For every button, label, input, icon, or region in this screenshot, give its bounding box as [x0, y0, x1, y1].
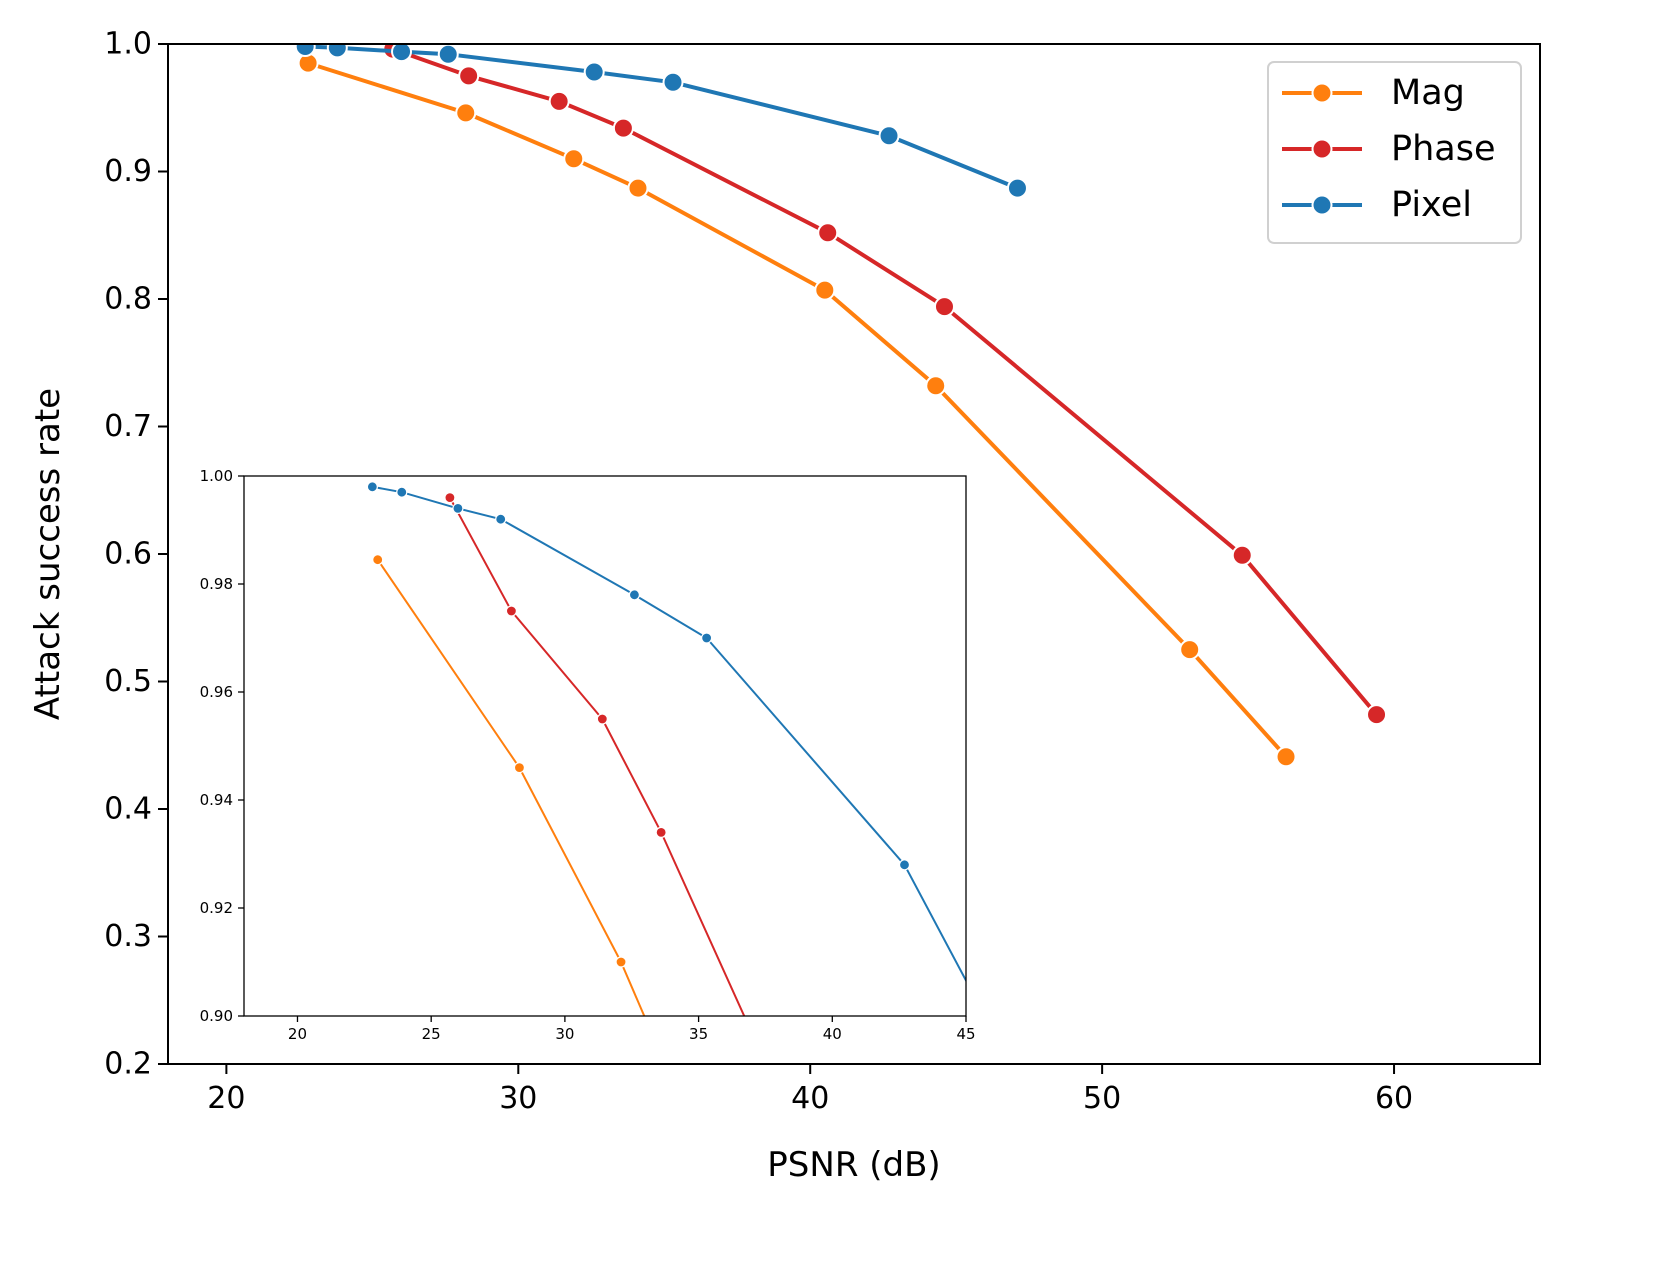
main-point-pixel — [662, 71, 684, 93]
main-point-pixel — [437, 44, 459, 65]
main-point-mag — [1179, 639, 1201, 661]
inset-point-pixel — [366, 481, 378, 493]
main-x-tick-label: 40 — [791, 1081, 829, 1116]
main-point-pixel — [391, 44, 413, 63]
main-point-phase — [933, 296, 955, 318]
main-y-tick-label: 0.6 — [104, 537, 152, 572]
legend-marker-pixel — [1311, 194, 1333, 216]
inset-point-phase — [655, 826, 667, 839]
inset-point-pixel — [396, 486, 408, 498]
main-y-tick-label: 0.4 — [104, 792, 152, 827]
inset-x-tick-label: 40 — [823, 1025, 842, 1043]
legend-marker-phase — [1311, 138, 1333, 160]
legend-label-mag: Mag — [1391, 73, 1465, 113]
main-point-mag — [627, 177, 649, 199]
main-series-line-mag — [306, 61, 1288, 759]
main-y-tick-label: 0.3 — [104, 919, 152, 954]
main-x-tick-label: 60 — [1375, 1081, 1413, 1116]
main-x-tick-label: 50 — [1083, 1081, 1121, 1116]
inset-y-tick-label: 0.98 — [200, 575, 233, 593]
inset-y-tick-label: 0.90 — [200, 1007, 233, 1025]
inset-point-mag — [615, 956, 627, 968]
inset-y-tick-label: 1.00 — [200, 467, 233, 485]
inset-point-mag — [372, 554, 384, 566]
main-point-mag — [563, 148, 585, 170]
inset-point-pixel — [898, 859, 911, 871]
x-axis-label: PSNR (dB) — [767, 1145, 940, 1185]
main-point-mag — [814, 279, 836, 301]
main-point-phase — [458, 65, 480, 87]
main-point-phase — [548, 90, 570, 112]
inset-series-line-mag — [376, 558, 646, 1016]
inset-x-tick-label: 30 — [555, 1025, 574, 1043]
inset-series-group — [366, 481, 1027, 1091]
inset-point-phase — [596, 713, 608, 725]
inset-point-pixel — [628, 589, 641, 601]
inset-point-pixel — [701, 632, 713, 644]
main-point-mag — [925, 375, 947, 397]
inset-point-pixel — [495, 513, 507, 525]
inset-plot: 20 25 30 35 40 45 0.90 0.92 0.94 0.96 0.98 1.00 — [200, 467, 1027, 1091]
main-point-mag — [455, 102, 477, 124]
main-point-pixel — [583, 61, 605, 83]
main-point-phase — [1231, 544, 1253, 566]
inset-point-pixel — [452, 502, 464, 514]
main-x-tick-label: 20 — [207, 1081, 245, 1116]
inset-x-tick-label: 20 — [288, 1025, 307, 1043]
main-y-tick-label: 0.8 — [104, 282, 152, 317]
inset-x-tick-label: 25 — [422, 1025, 441, 1043]
main-series-line-phase — [390, 47, 1379, 717]
main-series-group — [294, 44, 1388, 768]
inset-point-pixel — [1017, 1081, 1027, 1091]
legend-label-phase: Phase — [1391, 129, 1496, 169]
legend-box — [1267, 61, 1522, 244]
main-y-tick-label: 1.0 — [104, 27, 152, 62]
inset-point-phase — [444, 492, 456, 504]
main-y-tick-label: 0.2 — [104, 1047, 152, 1082]
legend-marker-mag — [1311, 82, 1333, 104]
y-axis-label: Attack success rate — [28, 388, 68, 720]
main-point-pixel — [878, 125, 900, 147]
inset-point-mag — [513, 761, 526, 774]
inset-x-tick-label: 45 — [956, 1025, 975, 1043]
main-y-tick-label: 0.5 — [104, 664, 152, 699]
main-x-tick-label: 30 — [499, 1081, 537, 1116]
main-point-pixel — [1006, 177, 1028, 199]
inset-point-phase — [768, 1076, 778, 1086]
main-point-mag — [1275, 746, 1297, 768]
main-point-phase — [1366, 704, 1388, 726]
main-point-phase — [612, 117, 634, 139]
inset-series-line-pixel — [371, 485, 966, 983]
inset-plot-frame — [243, 475, 967, 1017]
main-y-tick-label: 0.9 — [104, 154, 152, 189]
main-point-pixel — [294, 44, 316, 58]
legend-label-pixel: Pixel — [1391, 185, 1472, 225]
inset-y-tick-label: 0.94 — [200, 791, 233, 809]
legend: Mag Phase Pixel — [1267, 61, 1522, 244]
main-y-tick-label: 0.7 — [104, 409, 152, 444]
inset-point-mag — [670, 1081, 680, 1091]
main-point-phase — [817, 222, 839, 244]
inset-point-phase — [505, 605, 518, 617]
main-point-pixel — [326, 44, 348, 59]
inset-x-tick-label: 35 — [689, 1025, 708, 1043]
inset-y-tick-label: 0.92 — [200, 899, 233, 917]
main-series-line-pixel — [303, 44, 1020, 191]
inset-plot-background — [244, 476, 966, 1016]
inset-y-tick-label: 0.96 — [200, 683, 233, 701]
